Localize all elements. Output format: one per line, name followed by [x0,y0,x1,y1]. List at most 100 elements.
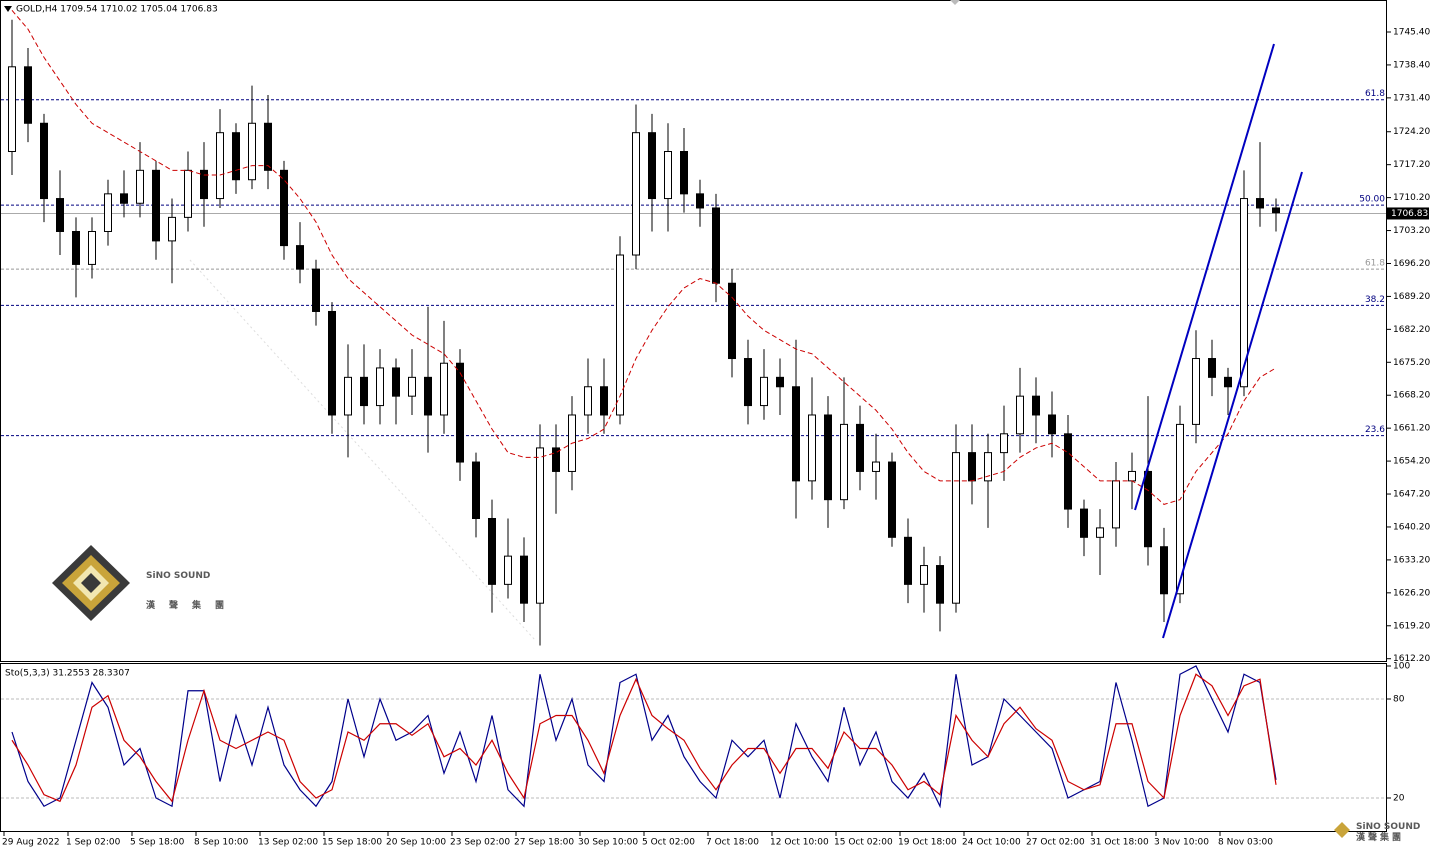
candle-body [216,132,224,200]
symbol-header: GOLD,H4 1709.54 1710.02 1705.04 1706.83 [16,5,218,15]
candle-body [1144,470,1152,548]
candle-body [200,169,208,200]
candle-body [616,254,624,416]
y-tick-label: 1696.20 [1393,259,1430,269]
small-logo-name: SiNO SOUND [1356,822,1420,832]
x-tick-label: 29 Aug 2022 [2,838,60,848]
y-tick-label: 80 [1393,695,1405,705]
candle-body [1240,198,1248,388]
channel-line [1134,43,1275,511]
y-tick-label: 1675.20 [1393,358,1430,368]
candle-body [760,376,768,407]
y-tick-label: 1633.20 [1393,555,1430,565]
candle-body [840,423,848,501]
level-label: 38.2 [1365,295,1385,305]
candle-body [856,423,864,472]
x-tick-label: 31 Oct 18:00 [1090,838,1149,848]
candle-body [584,386,592,416]
y-tick-label: 1710.20 [1393,193,1430,203]
shift-marker [950,0,960,5]
y-tick-label: 1731.40 [1393,93,1430,103]
main-pane [0,0,1387,662]
x-tick-label: 23 Sep 02:00 [450,838,510,848]
candle-body [1032,395,1040,416]
candle-body [1224,376,1232,388]
candle-body [168,216,176,242]
candle-body [72,230,80,265]
candle-body [8,66,16,153]
logo-name: SiNO SOUND [146,571,210,581]
last-price-box [1387,207,1429,220]
candle-body [1000,433,1008,454]
candle-body [920,565,928,585]
y-tick-label: 1717.20 [1393,160,1430,170]
candle-body [872,461,880,472]
small-logo: SiNO SOUND 漢聲集團 [1334,822,1420,843]
candle-body [648,132,656,200]
candle-body [280,169,288,247]
candle-body [1208,358,1216,378]
x-tick-label: 27 Oct 02:00 [1026,838,1085,848]
candle-body [936,565,944,604]
logo-chinese: 漢聲集團 [146,599,238,611]
candle-body [152,169,160,242]
y-tick-label: 1724.20 [1393,127,1430,137]
candle-body [408,376,416,397]
candle-body [136,169,144,204]
x-tick-label: 24 Oct 10:00 [962,838,1021,848]
y-tick-label: 1661.20 [1393,424,1430,434]
candle-body [680,151,688,195]
level-label: 61.8 [1365,89,1385,99]
candle-body [1256,198,1264,209]
candle-body [1016,395,1024,435]
y-tick-label: 1640.20 [1393,522,1430,532]
candle-body [360,376,368,407]
y-tick-label: 1745.40 [1393,27,1430,37]
candle-body [1176,423,1184,595]
y-tick-label: 1668.20 [1393,391,1430,401]
x-tick-label: 20 Sep 10:00 [386,838,446,848]
candle-body [552,447,560,472]
candle-body [632,132,640,256]
x-tick-label: 19 Oct 18:00 [898,838,957,848]
candle-body [1048,414,1056,435]
x-tick-label: 8 Nov 03:00 [1218,838,1273,848]
candle-body [520,555,528,604]
last-price-label: 1706.83 [1391,209,1428,219]
candle-body [728,282,736,360]
candle-body [888,461,896,538]
level-label: 50.00 [1359,195,1385,205]
plot: 1745.40 1738.40 1731.40 1724.20 1717.20 1710.… [1,10,1430,848]
candle-body [600,386,608,416]
candle-body [904,536,912,585]
candle-body [1080,508,1088,538]
y-tick-label: 1619.20 [1393,621,1430,631]
candle-body [88,230,96,265]
logo: SiNO SOUND 漢聲集團 [52,545,238,621]
x-tick-label: 7 Oct 18:00 [706,838,759,848]
stoch-pane [0,663,1387,832]
candle-body [344,376,352,416]
candle-body [248,122,256,181]
y-tick-label: 1612.20 [1393,654,1430,664]
candle-body [1112,480,1120,529]
candle-body [24,66,32,124]
level-label: 23.6 [1365,425,1385,435]
candle-body [40,122,48,200]
x-tick-label: 12 Oct 10:00 [770,838,829,848]
small-logo-chinese: 漢聲集團 [1356,831,1404,843]
candle-body [1272,207,1280,214]
candle-body [696,193,704,209]
candle-body [392,367,400,397]
y-tick-label: 1738.40 [1393,60,1430,70]
stoch-header: Sto(5,3,3) 31.2553 28.3307 [5,669,130,679]
y-tick-label: 100 [1393,662,1410,672]
candle-body [312,268,320,312]
x-tick-label: 15 Oct 02:00 [834,838,893,848]
x-tick-label: 5 Oct 02:00 [642,838,695,848]
candle-body [536,447,544,604]
y-tick-label: 1647.20 [1393,490,1430,500]
candle-body [744,358,752,407]
level-label: 61.8 [1365,259,1385,269]
